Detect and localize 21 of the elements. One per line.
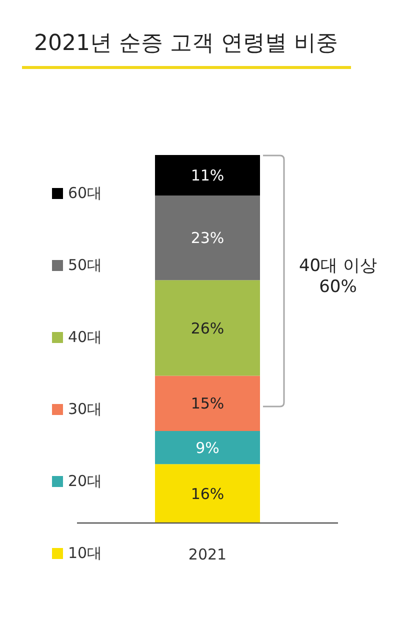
legend-label: 60대 [68, 184, 102, 202]
bar [155, 195, 260, 280]
bar [155, 376, 260, 431]
legend-label: 50대 [68, 256, 102, 274]
data-label: 9% [196, 438, 220, 457]
bar [155, 155, 260, 196]
legend-label: 40대 [68, 328, 102, 346]
data-label: 26% [190, 319, 224, 338]
bar [155, 464, 260, 523]
x-tick-label: 2021 [188, 546, 227, 564]
data-label: 23% [190, 229, 224, 248]
data-label: 11% [190, 166, 224, 185]
legend-label: 30대 [68, 400, 102, 418]
legend-label: 20대 [68, 472, 102, 490]
bar [155, 431, 260, 464]
data-label: 16% [190, 484, 224, 503]
bar [155, 280, 260, 376]
data-label: 15% [190, 394, 224, 413]
text: 40대 이상 60% [298, 256, 378, 298]
legend-label: 10대 [68, 544, 102, 562]
chart-title: 2021년 순증 고객 연령별 비중 [34, 30, 338, 58]
